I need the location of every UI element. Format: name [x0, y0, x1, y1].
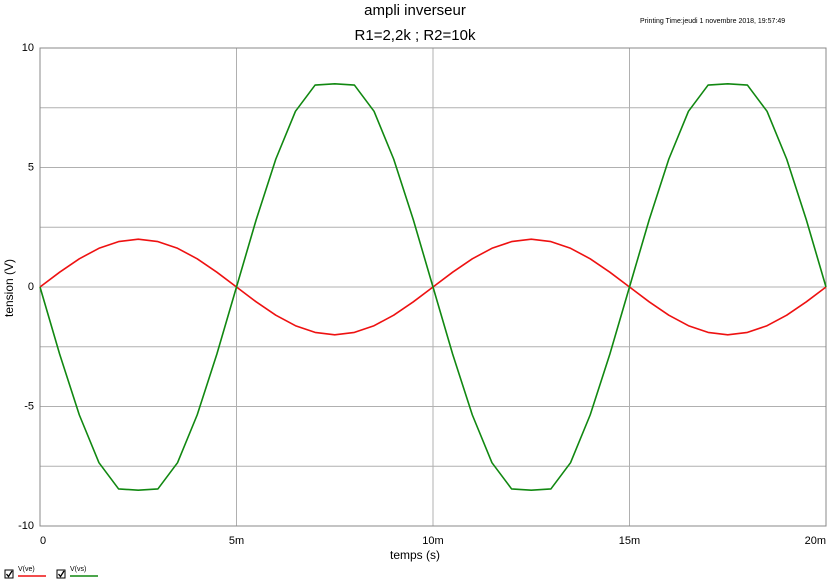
- y-tick-label: 0: [28, 281, 34, 293]
- x-tick-label: 0: [40, 535, 46, 547]
- x-tick-label: 15m: [619, 535, 640, 547]
- chart-subtitle: R1=2,2k ; R2=10k: [355, 27, 476, 44]
- legend-label: V(ve): [18, 566, 35, 573]
- legend-check: [57, 570, 65, 578]
- y-tick-label: -5: [24, 400, 34, 412]
- legend-label: V(vs): [70, 566, 86, 573]
- print-time: Printing Time:jeudi 1 novembre 2018, 19:…: [640, 18, 785, 25]
- x-tick-label: 20m: [805, 535, 826, 547]
- y-tick-label: 5: [28, 161, 34, 173]
- legend-checkbox: [4, 569, 14, 579]
- x-tick-label: 5m: [229, 535, 244, 547]
- y-axis-label: tension (V): [2, 259, 16, 317]
- series-line: [39, 83, 827, 491]
- legend-checkbox: [56, 569, 66, 579]
- y-tick-label: 10: [22, 42, 34, 54]
- x-tick-label: 10m: [422, 535, 443, 547]
- chart-title: ampli inverseur: [364, 2, 466, 19]
- legend-check: [5, 570, 13, 578]
- x-axis-label: temps (s): [390, 548, 440, 562]
- y-tick-label: -10: [18, 520, 34, 532]
